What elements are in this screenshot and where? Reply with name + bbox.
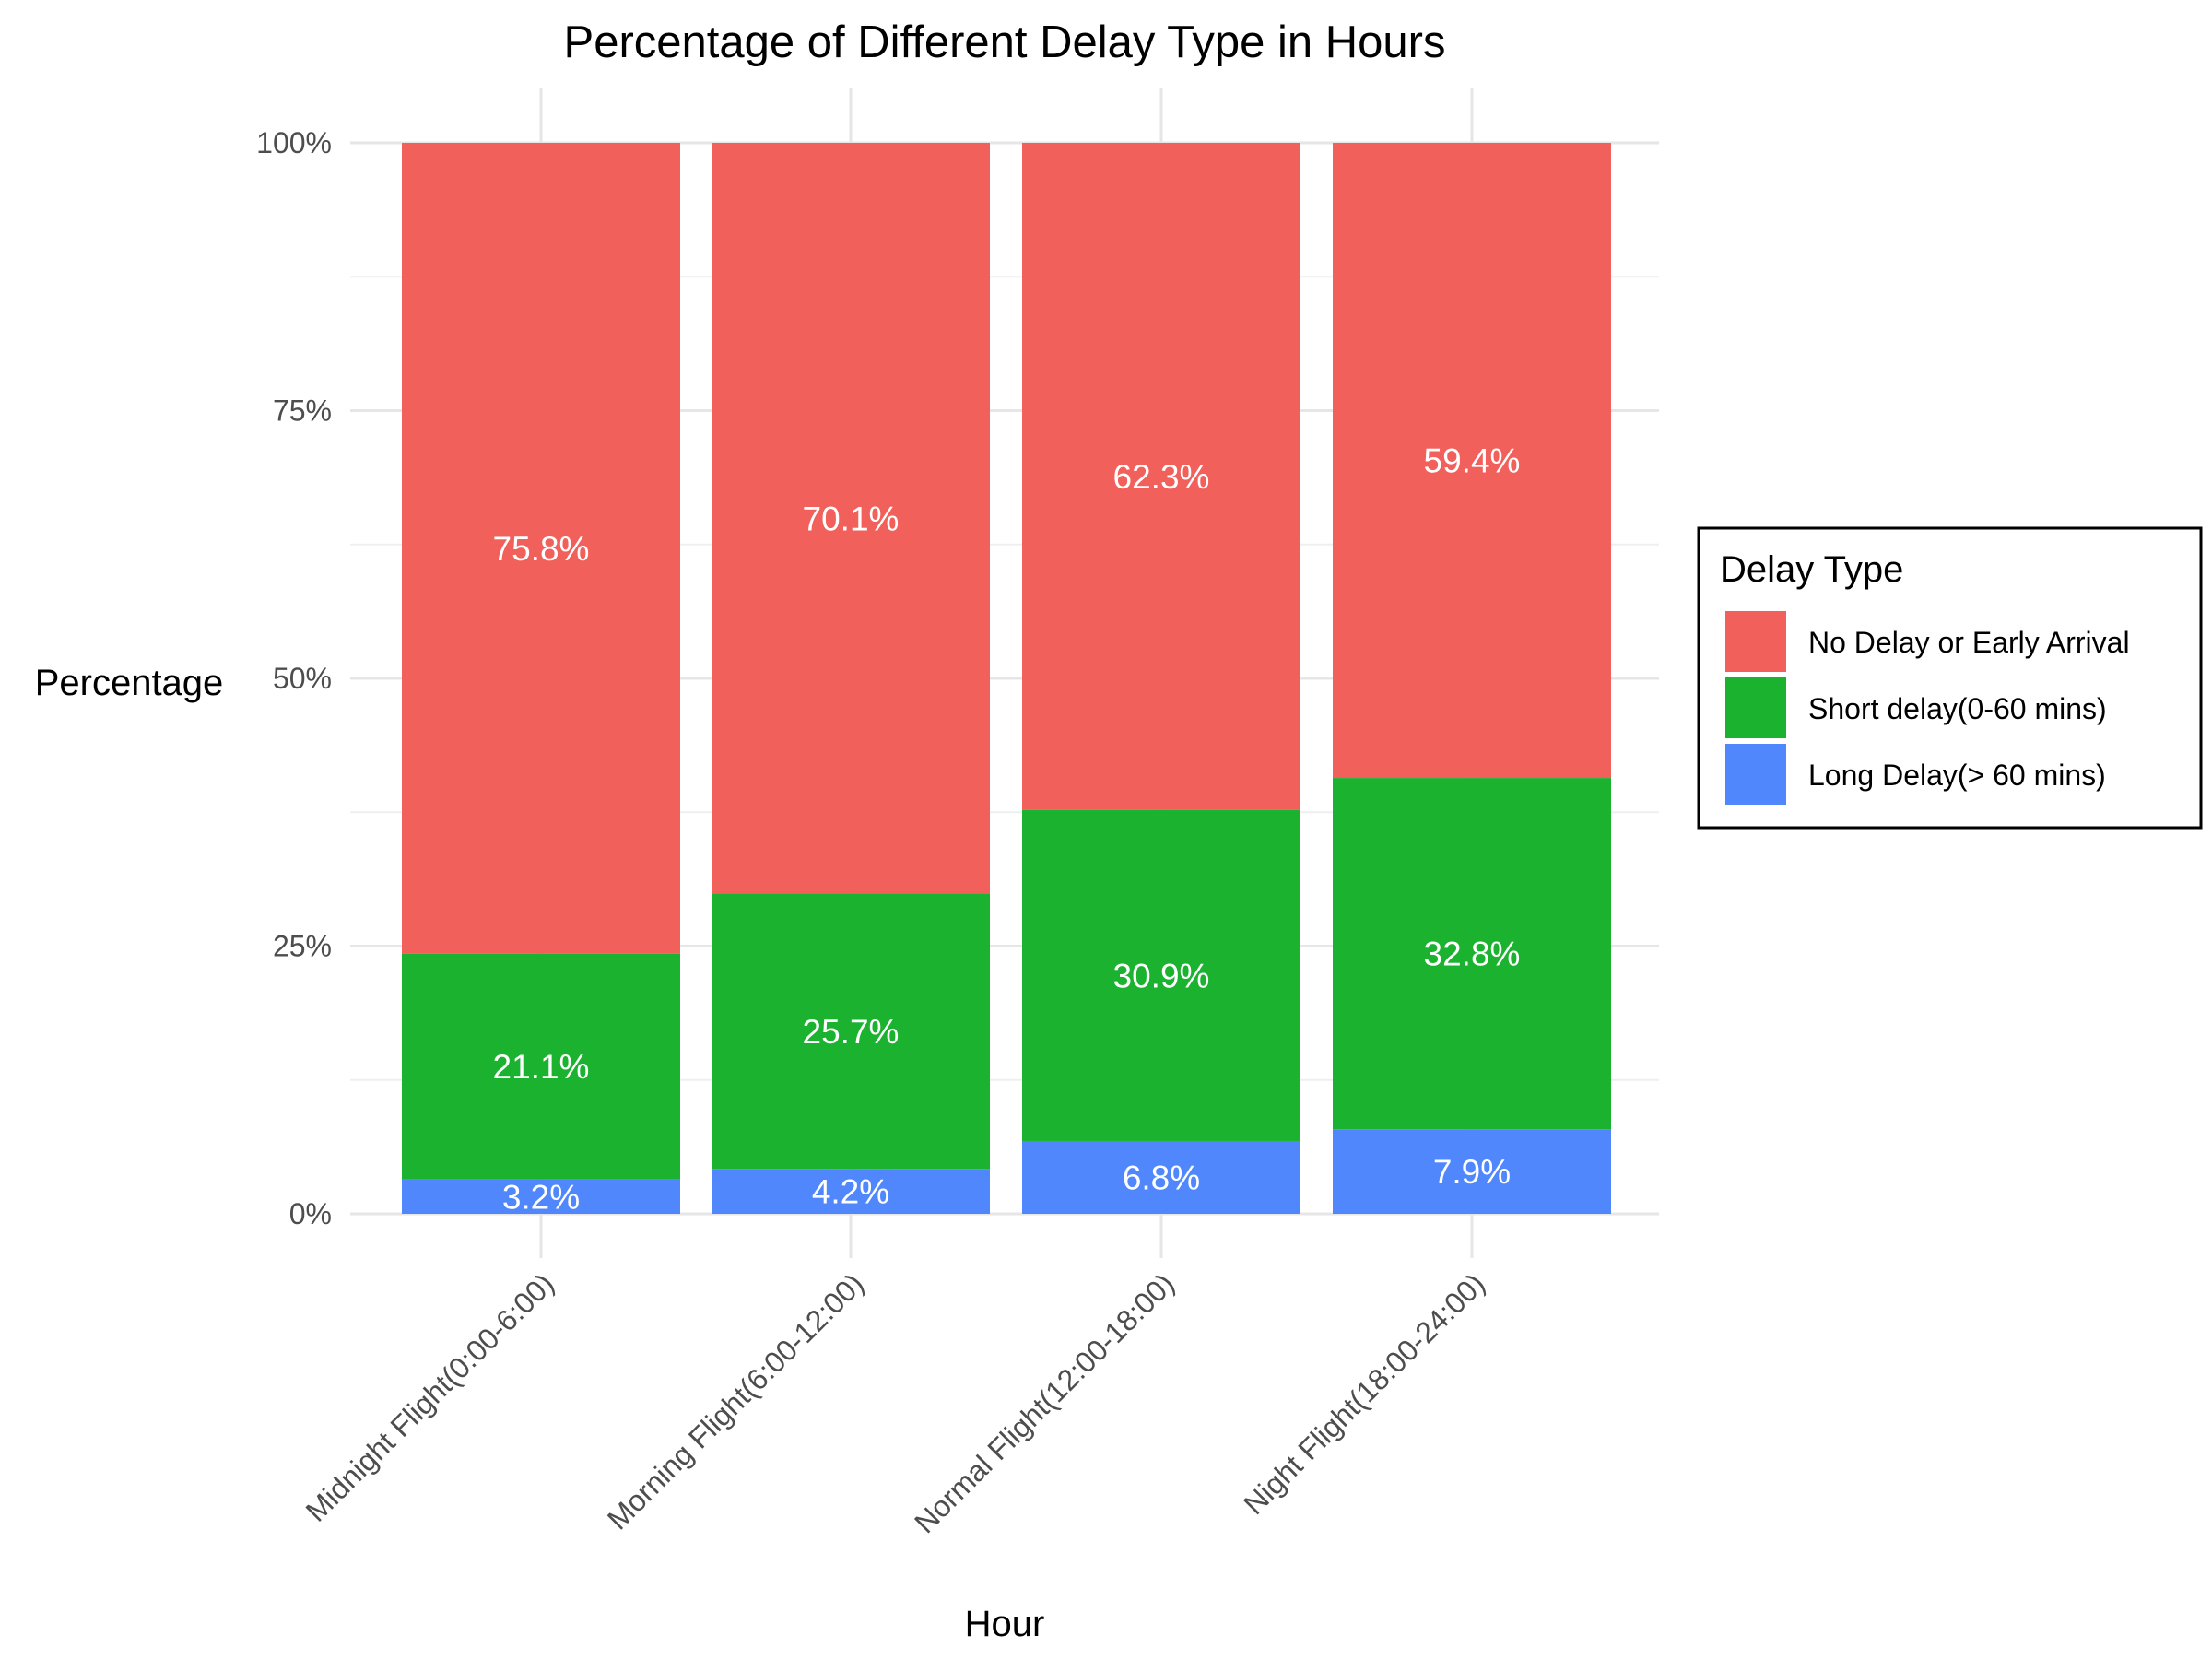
legend-title: Delay Type [1720,549,1903,590]
chart-title: Percentage of Different Delay Type in Ho… [564,18,1446,67]
data-label: 21.1% [493,1048,590,1086]
x-tick-label: Night Flight(18:00-24:00) [1237,1266,1491,1521]
bar-segment [712,1169,990,1214]
data-label: 75.8% [493,530,590,568]
data-label: 70.1% [803,500,900,537]
bar-segment [1333,778,1611,1130]
legend: Delay Type No Delay or Early Arrival Shor… [1697,526,2203,830]
bar-segment [402,1179,680,1214]
data-label: 32.8% [1424,935,1521,973]
y-tick-label: 75% [273,394,332,428]
x-axis-title: Hour [965,1604,1045,1644]
bar-segment [1022,1140,1300,1214]
data-label: 59.4% [1424,442,1521,480]
data-label-layer: 3.2% 21.1% 75.8% 4.2% 25.7% 70.1% 6.8% 30.9% 62.… [493,442,1521,1217]
y-tick-label: 50% [273,662,332,695]
bar-segment [712,893,990,1170]
legend-swatch [1725,677,1786,738]
bar-segment [402,953,680,1180]
bar-segment [402,143,680,954]
y-tick-label: 0% [289,1197,332,1230]
legend-label: No Delay or Early Arrival [1808,626,2130,659]
data-label: 62.3% [1113,458,1210,496]
data-label: 25.7% [803,1013,900,1051]
legend-swatch [1725,611,1786,672]
legend-label: Long Delay(> 60 mins) [1808,759,2106,792]
bar-segment [712,143,990,894]
data-label: 7.9% [1433,1153,1511,1191]
bar-segment [1333,1129,1611,1214]
y-tick-label: 100% [256,126,332,159]
x-tick-label: Morning Flight(6:00-12:00) [601,1266,870,1535]
legend-swatch [1725,744,1786,805]
x-tick-label: Normal Flight(12:00-18:00) [908,1266,1181,1539]
y-axis-title: Percentage [35,663,224,703]
legend-items: No Delay or Early Arrival Short delay(0-6… [1725,611,2130,805]
legend-label: Short delay(0-60 mins) [1808,692,2107,725]
bar-segment [1022,143,1300,810]
y-tick-label: 25% [273,930,332,963]
data-label: 6.8% [1123,1159,1200,1196]
data-label: 3.2% [502,1178,580,1216]
data-label: 4.2% [812,1173,889,1211]
bar-segment [1022,809,1300,1141]
bar-layer [402,143,1611,1214]
x-tick-label: Midnight Flight(0:00-6:00) [300,1266,560,1527]
data-label: 30.9% [1113,957,1210,994]
bar-segment [1333,143,1611,779]
